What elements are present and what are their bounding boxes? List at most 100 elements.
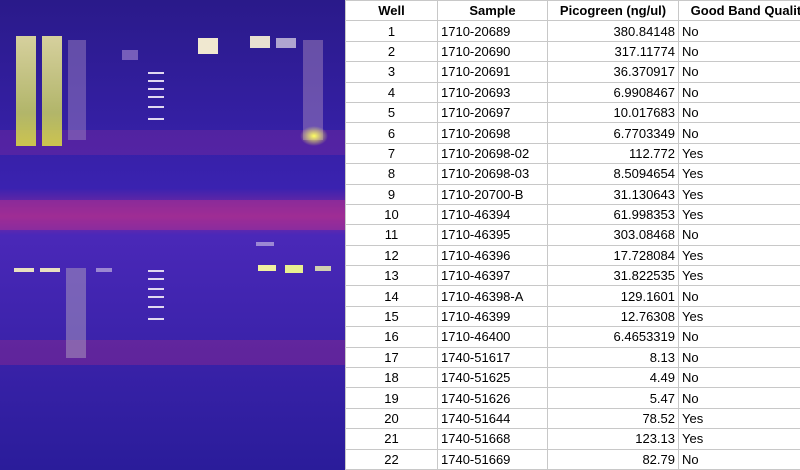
band-quality-cell: Yes: [678, 183, 800, 205]
sample-cell: 1740-51668: [437, 428, 548, 450]
well-cell: 10: [345, 203, 438, 226]
band-quality-cell: No: [678, 20, 800, 42]
picogreen-cell: 123.13: [547, 428, 679, 450]
table-row: 5 1710-20697 10.017683 No: [345, 101, 800, 124]
picogreen-cell: 31.130643: [547, 183, 679, 205]
picogreen-cell: 10.017683: [547, 101, 679, 124]
band-quality-cell: Yes: [678, 142, 800, 165]
well-cell: 17: [345, 346, 438, 369]
table-row: 17 1740-51617 8.13 No: [345, 346, 800, 369]
well-cell: 15: [345, 305, 438, 328]
sample-cell: 1740-51626: [437, 387, 548, 409]
sample-cell: 1740-51617: [437, 346, 548, 369]
well-cell: 14: [345, 285, 438, 307]
table-row: 7 1710-20698-02 112.772 Yes: [345, 142, 800, 165]
picogreen-cell: 8.5094654: [547, 163, 679, 185]
table-row: 20 1740-51644 78.52 Yes: [345, 407, 800, 430]
table-row: 12 1710-46396 17.728084 Yes: [345, 244, 800, 267]
table-row: 14 1710-46398-A 129.1601 No: [345, 285, 800, 307]
band-quality-cell: Yes: [678, 203, 800, 226]
well-cell: 18: [345, 367, 438, 389]
sample-cell: 1710-20700-B: [437, 183, 548, 205]
table-row: 3 1710-20691 36.370917 No: [345, 61, 800, 83]
well-cell: 22: [345, 448, 438, 470]
table-row: 10 1710-46394 61.998353 Yes: [345, 203, 800, 226]
well-cell: 2: [345, 40, 438, 63]
picogreen-cell: 129.1601: [547, 285, 679, 307]
upper-lanes: [16, 36, 328, 146]
picogreen-cell: 8.13: [547, 346, 679, 369]
well-cell: 9: [345, 183, 438, 205]
band-quality-cell: No: [678, 285, 800, 307]
table-row: 16 1710-46400 6.4653319 No: [345, 326, 800, 348]
table-row: 19 1740-51626 5.47 No: [345, 387, 800, 409]
column-header: Good Band Quality?: [678, 0, 800, 22]
well-cell: 11: [345, 224, 438, 246]
dye-front: [0, 200, 345, 230]
column-header: Picogreen (ng/ul): [547, 0, 679, 22]
band-quality-cell: Yes: [678, 265, 800, 287]
picogreen-cell: 4.49: [547, 367, 679, 389]
band-quality-cell: No: [678, 448, 800, 470]
column-header: Sample: [437, 0, 548, 22]
band-quality-cell: Yes: [678, 428, 800, 450]
sample-cell: 1740-51644: [437, 407, 548, 430]
well-cell: 3: [345, 61, 438, 83]
picogreen-cell: 6.9908467: [547, 81, 679, 103]
band-quality-cell: No: [678, 101, 800, 124]
well-cell: 7: [345, 142, 438, 165]
table-row: 13 1710-46397 31.822535 Yes: [345, 265, 800, 287]
picogreen-cell: 5.47: [547, 387, 679, 409]
table-row: 2 1710-20690 317.11774 No: [345, 40, 800, 63]
well-cell: 12: [345, 244, 438, 267]
picogreen-cell: 303.08468: [547, 224, 679, 246]
picogreen-cell: 6.7703349: [547, 122, 679, 144]
gel-image: [0, 0, 345, 470]
sample-cell: 1710-20698-03: [437, 163, 548, 185]
band-quality-cell: Yes: [678, 244, 800, 267]
well-cell: 1: [345, 20, 438, 42]
lower-lanes: [14, 242, 331, 358]
table-row: 21 1740-51668 123.13 Yes: [345, 428, 800, 450]
header-row: Well Sample Picogreen (ng/ul) Good Band Qua…: [345, 0, 800, 22]
picogreen-cell: 12.76308: [547, 305, 679, 328]
picogreen-cell: 6.4653319: [547, 326, 679, 348]
table-row: 9 1710-20700-B 31.130643 Yes: [345, 183, 800, 205]
sample-cell: 1710-46396: [437, 244, 548, 267]
sample-cell: 1740-51669: [437, 448, 548, 470]
well-cell: 8: [345, 163, 438, 185]
table-row: 4 1710-20693 6.9908467 No: [345, 81, 800, 103]
sample-cell: 1710-20690: [437, 40, 548, 63]
well-cell: 19: [345, 387, 438, 409]
sample-cell: 1710-46395: [437, 224, 548, 246]
sample-cell: 1710-20698-02: [437, 142, 548, 165]
table-body: 1 1710-20689 380.84148 No 2 1710-20690 317.117…: [345, 20, 800, 470]
band-quality-cell: No: [678, 122, 800, 144]
picogreen-cell: 31.822535: [547, 265, 679, 287]
band-quality-cell: No: [678, 61, 800, 83]
picogreen-cell: 82.79: [547, 448, 679, 470]
table-row: 18 1740-51625 4.49 No: [345, 367, 800, 389]
well-cell: 4: [345, 81, 438, 103]
picogreen-cell: 36.370917: [547, 61, 679, 83]
band-quality-cell: No: [678, 367, 800, 389]
picogreen-cell: 380.84148: [547, 20, 679, 42]
sample-cell: 1740-51625: [437, 367, 548, 389]
band-quality-cell: Yes: [678, 407, 800, 430]
table-row: 1 1710-20689 380.84148 No: [345, 20, 800, 42]
band-quality-cell: No: [678, 326, 800, 348]
dye-front: [0, 340, 345, 365]
table-row: 15 1710-46399 12.76308 Yes: [345, 305, 800, 328]
results-table: Well Sample Picogreen (ng/ul) Good Band Qua…: [345, 0, 800, 470]
sample-cell: 1710-46399: [437, 305, 548, 328]
table-row: 6 1710-20698 6.7703349 No: [345, 122, 800, 144]
table-row: 11 1710-46395 303.08468 No: [345, 224, 800, 246]
band-quality-cell: Yes: [678, 305, 800, 328]
picogreen-cell: 17.728084: [547, 244, 679, 267]
sample-cell: 1710-20698: [437, 122, 548, 144]
column-header: Well: [345, 0, 438, 22]
band-quality-cell: No: [678, 40, 800, 63]
well-cell: 6: [345, 122, 438, 144]
well-cell: 16: [345, 326, 438, 348]
